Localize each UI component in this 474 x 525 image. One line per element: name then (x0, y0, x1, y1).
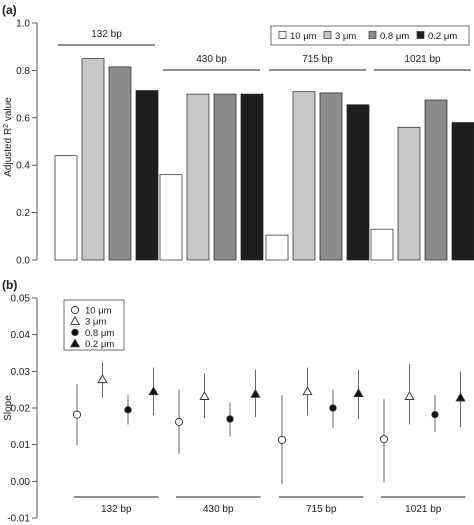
legend-swatch (368, 31, 377, 39)
data-point (329, 404, 337, 412)
panel-b-label: (b) (2, 278, 17, 292)
legend-label: 10 μm (85, 306, 112, 317)
panel-a-y-tick-label: 0.8 (16, 66, 30, 77)
legend-label: 0.8 μm (380, 31, 409, 42)
legend-label: 10 μm (290, 31, 317, 42)
legend-label: 0.8 μm (85, 328, 114, 339)
legend-marker (70, 305, 80, 315)
bar (135, 90, 159, 261)
panel-a-y-axis-label: Adjusted R2 value (3, 97, 15, 177)
panel-b-group-label: 430 bp (203, 504, 234, 515)
legend-label: 0.2 μm (428, 31, 457, 42)
legend-swatch (416, 31, 425, 39)
legend-marker (69, 315, 81, 325)
bar (424, 99, 448, 261)
bar (346, 104, 370, 261)
data-point (277, 435, 287, 444)
panel-b-slope-chart: -0.01 0.00 0.01 0.02 0.03 0.04 0.05 132 bp 430 b… (7, 294, 466, 525)
panel-b-legend: 10 μm3 μm0.8 μm0.2 μm (63, 299, 125, 351)
data-point (97, 374, 108, 384)
panel-a-y-tick-label: 0.2 (16, 208, 30, 219)
panel-b-y-axis-label: Slope (3, 395, 14, 421)
data-point (124, 406, 132, 414)
panel-a-label: (a) (2, 3, 17, 17)
bar (451, 122, 474, 261)
panel-a-y-tick-label: 1.0 (16, 19, 30, 30)
bar (397, 126, 421, 261)
bar (159, 174, 183, 261)
data-point (353, 388, 364, 398)
legend-swatch (323, 31, 332, 39)
bar (292, 91, 316, 261)
panel-a-group-label: 715 bp (302, 54, 333, 65)
data-point (174, 417, 184, 426)
bar (213, 93, 237, 261)
panel-b-y-tick-label: 0.03 (11, 367, 31, 378)
legend-label: 0.2 μm (85, 339, 114, 350)
bar (108, 66, 132, 261)
bar (240, 93, 264, 261)
bar (81, 58, 105, 261)
panel-b-y-tick-label: 0.02 (11, 404, 31, 415)
legend-swatch (278, 31, 287, 39)
legend-label: 3 μm (335, 31, 356, 42)
data-point (431, 410, 439, 419)
legend-label: 3 μm (85, 317, 106, 328)
data-point (226, 415, 234, 423)
panel-b-y-tick-label: 0.01 (11, 440, 31, 451)
panel-a-group-label: 430 bp (196, 54, 227, 65)
data-point (72, 410, 82, 419)
panel-b-y-tick-label: 0.05 (11, 294, 31, 305)
bar (54, 155, 78, 261)
panel-a-group-label: 1021 bp (404, 54, 441, 65)
panel-a-y-tick-label: 0.0 (16, 256, 30, 267)
panel-b-group-label: 1021 bp (405, 504, 442, 515)
legend-marker (71, 328, 79, 337)
data-point (455, 392, 466, 402)
data-point (199, 391, 210, 400)
panel-a-y-tick-label: 0.4 (16, 161, 30, 172)
panel-a-y-tick-label: 0.6 (16, 113, 30, 124)
panel-b-y-tick-label: 0.04 (11, 330, 31, 341)
bar (370, 228, 394, 261)
panel-a-group-label: 132 bp (91, 29, 122, 40)
bar (319, 92, 343, 261)
data-point (404, 391, 415, 400)
panel-b-y-tick-label: 0.00 (11, 477, 31, 488)
panel-b-y-tick-label: -0.01 (7, 514, 30, 525)
panel-b-group-label: 715 bp (306, 504, 337, 515)
data-point (379, 435, 389, 444)
data-point (250, 388, 261, 398)
legend-marker (69, 338, 81, 348)
panel-b-group-label: 132 bp (101, 504, 132, 515)
panel-a-bar-chart: 0.0 0.2 0.4 0.6 0.8 1.0 132 bp 430 bp 715 bp 1021… (16, 19, 474, 267)
bar (186, 93, 210, 261)
data-point (148, 386, 159, 396)
panel-a-legend: 10 μm 3 μm 0.8 μm 0.2 μm (270, 25, 470, 46)
bar (265, 234, 289, 261)
data-point (302, 386, 313, 396)
